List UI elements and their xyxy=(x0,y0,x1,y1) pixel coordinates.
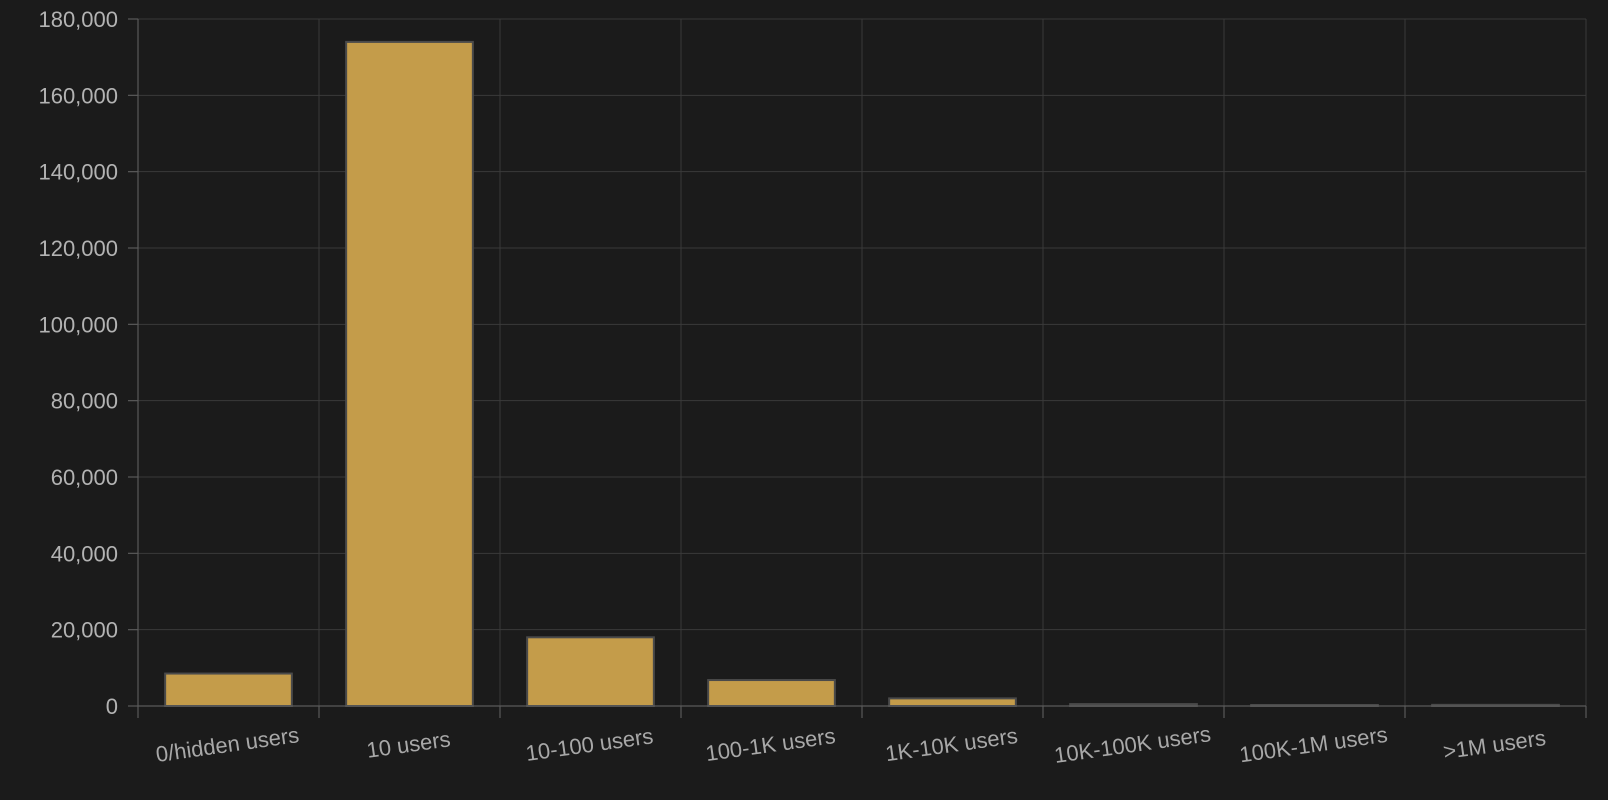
y-tick-label: 120,000 xyxy=(38,236,118,261)
y-tick-label: 80,000 xyxy=(51,389,118,414)
x-tick-label: >1M users xyxy=(1442,725,1548,764)
axis-layer xyxy=(128,18,1587,718)
bar-0 xyxy=(164,672,293,708)
x-tick-label: 10K-100K users xyxy=(1053,721,1213,768)
y-tick-label: 100,000 xyxy=(38,312,118,337)
y-tick-label: 0 xyxy=(106,694,118,719)
y-tick-label: 140,000 xyxy=(38,160,118,185)
x-tick-label: 0/hidden users xyxy=(154,722,300,767)
bar-1 xyxy=(345,40,474,707)
y-tick-label: 180,000 xyxy=(38,7,118,32)
bar-4 xyxy=(888,697,1017,707)
y-tick-label: 40,000 xyxy=(51,541,118,566)
y-tick-label: 160,000 xyxy=(38,83,118,108)
bar-layer xyxy=(164,40,1560,708)
bar-2 xyxy=(526,636,655,707)
x-tick-label: 100K-1M users xyxy=(1238,722,1389,768)
x-axis-tick-labels: 0/hidden users 10 users 10-100 users 100-1K… xyxy=(154,721,1547,768)
y-tick-label: 20,000 xyxy=(51,618,118,643)
x-tick-label: 100-1K users xyxy=(704,723,837,766)
x-tick-label: 1K-10K users xyxy=(884,723,1019,766)
y-tick-label: 60,000 xyxy=(51,465,118,490)
x-tick-label: 10-100 users xyxy=(524,723,655,766)
bar-3 xyxy=(707,679,836,708)
x-tick-label: 10 users xyxy=(365,726,452,763)
y-axis-tick-labels: 0 20,000 40,000 60,000 80,000 100,000 120,000 1… xyxy=(38,7,118,719)
